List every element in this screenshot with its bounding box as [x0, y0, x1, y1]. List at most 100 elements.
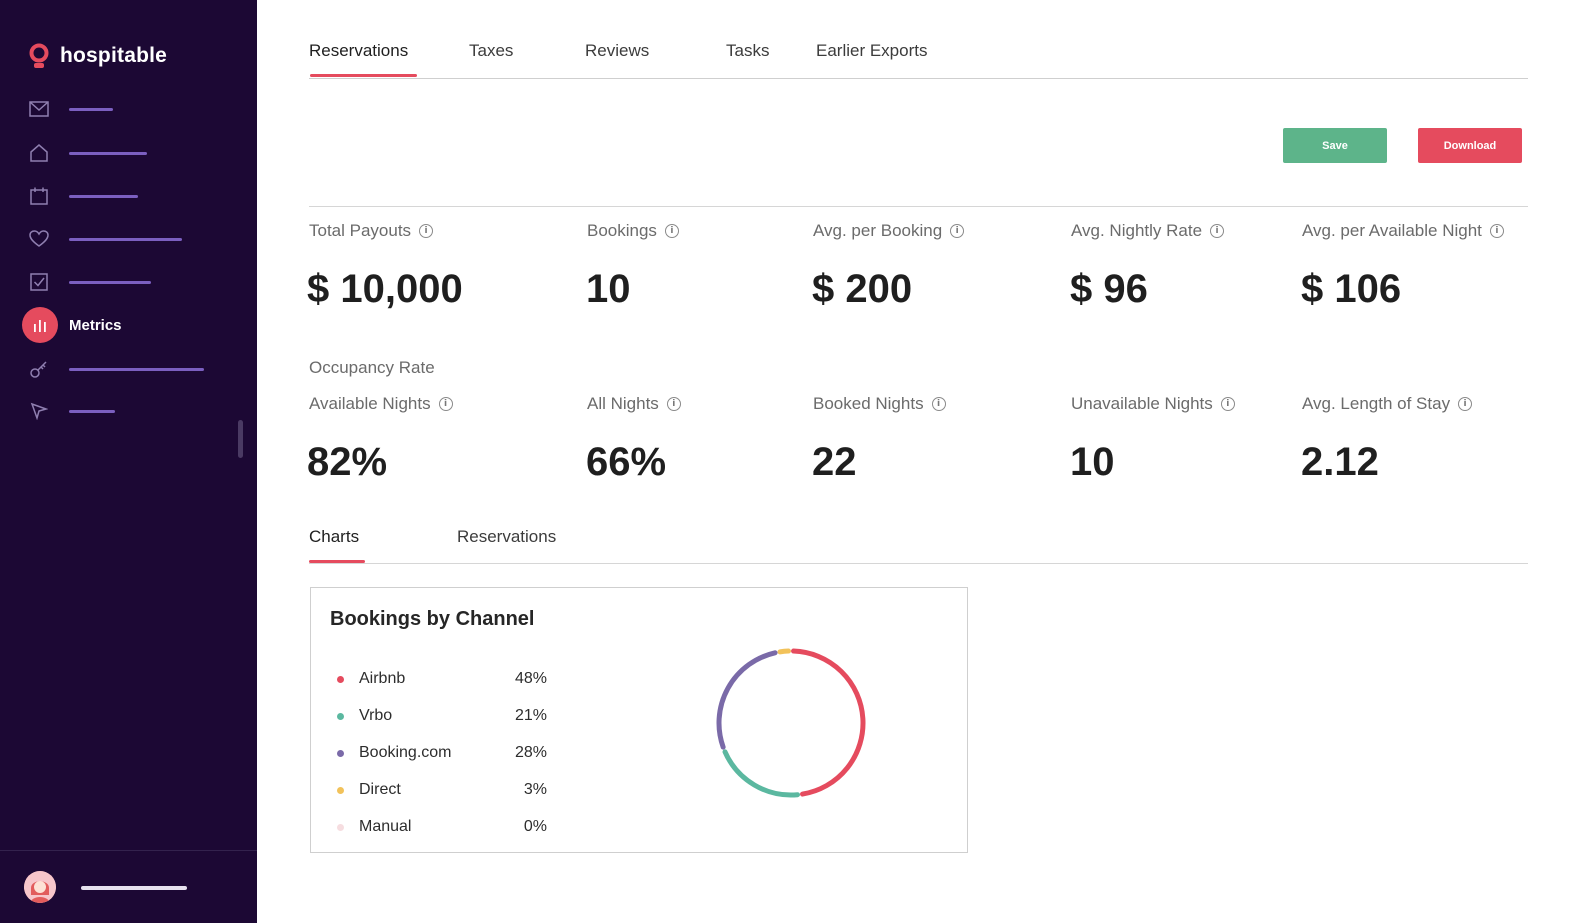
legend-item: Booking.com 28%: [337, 742, 547, 764]
legend-dot: [337, 675, 344, 683]
metric-label-avg-per-booking: Avg. per Booking i: [813, 221, 965, 241]
tab-reviews[interactable]: Reviews: [585, 41, 650, 60]
tab-taxes[interactable]: Taxes: [469, 41, 514, 60]
donut-slice-direct[interactable]: [777, 648, 791, 655]
legend-value: 21%: [514, 707, 547, 724]
metric-label-avg-length-of-stay: Avg. Length of Stay i: [1302, 394, 1473, 414]
heart-icon: [28, 228, 50, 250]
metric-value-booked-nights: 22: [812, 440, 857, 484]
legend-label: Direct: [359, 781, 401, 798]
sidebar-item-access[interactable]: [28, 357, 204, 381]
sidebar-item-favorites[interactable]: [28, 227, 182, 251]
legend-label: Airbnb: [359, 670, 406, 687]
info-icon[interactable]: i: [1210, 224, 1225, 238]
tab-reservations-list[interactable]: Reservations: [457, 527, 557, 546]
sidebar-item-placeholder: [69, 367, 204, 371]
sidebar-footer: [0, 850, 257, 923]
tab-earlier-exports[interactable]: Earlier Exports: [816, 41, 928, 60]
info-icon[interactable]: i: [1489, 224, 1504, 238]
metric-value-all-nights: 66%: [586, 440, 667, 484]
legend-value: 28%: [514, 744, 547, 761]
sidebar-item-placeholder: [69, 151, 147, 155]
send-icon: [28, 400, 50, 422]
sidebar-item-home[interactable]: [28, 141, 147, 165]
metric-label-avg-nightly-rate: Avg. Nightly Rate i: [1071, 221, 1225, 241]
info-icon[interactable]: i: [664, 224, 679, 238]
user-name-placeholder: [81, 886, 187, 890]
sidebar-item-metrics[interactable]: Metrics: [22, 307, 122, 343]
metric-label-text: Unavailable Nights: [1071, 394, 1213, 413]
metric-label-all-nights: All Nights i: [587, 394, 681, 414]
active-subtab-indicator: [309, 560, 365, 563]
metric-value-total-payouts: $ 10,000: [307, 267, 463, 311]
legend-item: Manual 0%: [337, 816, 547, 838]
sidebar-item-inbox[interactable]: [28, 97, 113, 121]
sidebar-item-placeholder: [69, 237, 182, 241]
metric-value-avg-per-available-night: $ 106: [1301, 267, 1402, 311]
legend-value: 48%: [514, 670, 547, 687]
checkbox-icon: [28, 271, 50, 293]
info-icon[interactable]: i: [1458, 397, 1473, 411]
sidebar-item-calendar[interactable]: [28, 184, 138, 208]
metric-label-text: Avg. Length of Stay: [1302, 394, 1451, 413]
info-icon[interactable]: i: [1220, 397, 1235, 411]
avatar[interactable]: [24, 871, 56, 903]
sidebar: hospitable Metrics: [0, 0, 257, 923]
metric-label-booked-nights: Booked Nights i: [813, 394, 946, 414]
legend-value: 0%: [523, 818, 547, 835]
metric-label-unavailable-nights: Unavailable Nights i: [1071, 394, 1235, 414]
info-icon[interactable]: i: [666, 397, 681, 411]
info-icon[interactable]: i: [419, 224, 434, 238]
metric-label-available-nights: Available Nights i: [309, 394, 453, 414]
info-icon[interactable]: i: [931, 397, 946, 411]
chart-title: Bookings by Channel: [330, 608, 535, 630]
metric-label-text: Total Payouts: [309, 221, 412, 240]
legend-label: Manual: [359, 818, 412, 835]
info-icon[interactable]: i: [438, 397, 453, 411]
metric-value-bookings: 10: [586, 267, 631, 311]
save-button[interactable]: Save: [1283, 128, 1387, 163]
metric-value-avg-nightly-rate: $ 96: [1070, 267, 1148, 311]
main-tabs: Reservations Taxes Reviews Tasks Earlier…: [309, 38, 1528, 79]
calendar-icon: [28, 185, 50, 207]
legend-dot: [337, 786, 344, 794]
legend-value: 3%: [523, 781, 547, 798]
sidebar-item-label: Metrics: [69, 316, 122, 334]
active-tab-indicator: [310, 74, 417, 77]
tab-charts[interactable]: Charts: [309, 527, 360, 546]
tab-tasks[interactable]: Tasks: [726, 41, 770, 60]
sidebar-item-tasks[interactable]: [28, 270, 151, 294]
hospitable-logo-icon: [29, 43, 49, 68]
sidebar-item-placeholder: [69, 194, 138, 198]
tab-reservations[interactable]: Reservations: [309, 41, 409, 60]
mail-icon: [28, 98, 50, 120]
logo[interactable]: hospitable: [28, 42, 167, 70]
sidebar-scrollbar[interactable]: [238, 420, 243, 458]
metric-label-bookings: Bookings i: [587, 221, 679, 241]
divider: [309, 206, 1528, 207]
home-icon: [28, 142, 50, 164]
chart-icon: [22, 307, 58, 343]
donut-slice-booking-com[interactable]: [716, 650, 778, 750]
sidebar-item-send[interactable]: [28, 399, 115, 423]
donut-slice-vrbo[interactable]: [722, 749, 801, 798]
donut-slice-airbnb[interactable]: [791, 648, 866, 797]
metric-value-avg-length-of-stay: 2.12: [1301, 440, 1379, 484]
legend-dot: [337, 749, 344, 757]
sidebar-item-placeholder: [69, 280, 151, 284]
legend-item: Vrbo 21%: [337, 705, 547, 727]
bookings-donut-chart: [716, 648, 866, 798]
legend-item: Airbnb 48%: [337, 668, 547, 690]
metric-label-text: Avg. per Booking: [813, 221, 943, 240]
legend-label: Booking.com: [359, 744, 452, 761]
metric-label-avg-per-available-night: Avg. per Available Night i: [1302, 221, 1504, 241]
metric-label-text: Booked Nights: [813, 394, 924, 413]
sidebar-item-placeholder: [69, 107, 113, 111]
metric-value-unavailable-nights: 10: [1070, 440, 1115, 484]
metric-label-text: Bookings: [587, 221, 657, 240]
info-icon[interactable]: i: [950, 224, 965, 238]
legend-item: Direct 3%: [337, 779, 547, 801]
download-button[interactable]: Download: [1418, 128, 1522, 163]
metric-label-text: Avg. Nightly Rate: [1071, 221, 1203, 240]
key-icon: [28, 358, 50, 380]
